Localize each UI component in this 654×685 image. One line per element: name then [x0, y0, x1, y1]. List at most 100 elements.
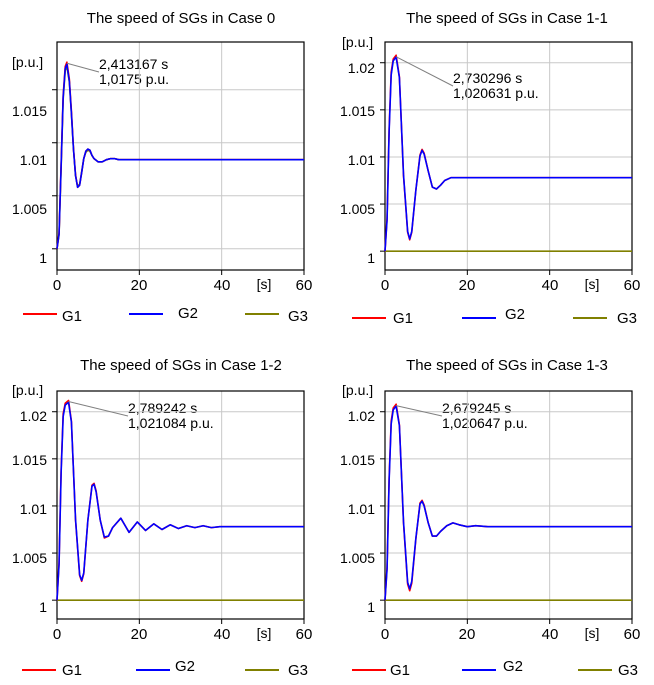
- y-tick-label: 1.005: [12, 201, 47, 217]
- x-tick-label: 40: [542, 277, 559, 294]
- y-tick-label: 1.01: [348, 152, 375, 168]
- series-line-g2: [384, 56, 632, 252]
- y-axis-unit-label: [p.u.]: [12, 382, 43, 398]
- y-tick-label: 1: [39, 599, 47, 615]
- y-tick-label: 1.005: [340, 201, 375, 217]
- y-tick-label: 1: [39, 250, 47, 266]
- y-axis-unit-label: [p.u.]: [342, 34, 373, 50]
- legend-label-g1: G1: [393, 310, 413, 327]
- legend-label-g3: G3: [288, 662, 308, 679]
- annotation-leader-line: [396, 56, 454, 87]
- series-line-g2: [384, 405, 632, 601]
- x-tick-label: 60: [296, 626, 313, 643]
- x-tick-labels: 0 20 40 60: [381, 277, 641, 294]
- y-axis-unit-label: [p.u.]: [342, 382, 373, 398]
- x-tick-label: 20: [131, 626, 148, 643]
- chart-title: The speed of SGs in Case 1-3: [406, 357, 608, 374]
- plot-area: [52, 41, 305, 275]
- plot-area: [380, 41, 633, 275]
- chart-title: The speed of SGs in Case 1-1: [406, 10, 608, 27]
- legend: G1 G2 G3: [352, 658, 638, 679]
- chart-panel-case-1-1: The speed of SGs in Case 1-1 [p.u.] [s] …: [340, 10, 640, 327]
- y-tick-label: 1.015: [340, 103, 375, 119]
- annotation-leader-line: [395, 405, 443, 417]
- x-tick-labels: 0 20 40 60: [381, 626, 641, 643]
- legend: G1 G2 G3: [352, 306, 637, 327]
- legend-label-g2: G2: [503, 658, 523, 675]
- plot-area: [380, 390, 633, 624]
- series-line-g2: [56, 63, 304, 249]
- y-tick-labels: 1 1.005 1.01 1.015 1.02: [340, 408, 375, 615]
- series-line-g2: [56, 401, 304, 601]
- x-axis-unit-label: [s]: [257, 276, 272, 292]
- legend-label-g2: G2: [175, 658, 195, 675]
- x-tick-labels: 0 20 40 60: [53, 626, 313, 643]
- annotation-value: 1,021084 p.u.: [128, 415, 214, 431]
- annotation-time: 2,730296 s: [453, 70, 522, 86]
- legend: G1 G2 G3: [22, 658, 308, 679]
- chart-panel-case-0: The speed of SGs in Case 0 [p.u.] [s] 2,…: [12, 10, 312, 325]
- legend-label-g3: G3: [617, 310, 637, 327]
- y-axis-unit-label: [p.u.]: [12, 54, 43, 70]
- legend-label-g1: G1: [62, 662, 82, 679]
- legend-label-g3: G3: [288, 308, 308, 325]
- plot-areas: [52, 41, 633, 624]
- legend-label-g2: G2: [505, 306, 525, 323]
- y-tick-label: 1.02: [20, 408, 47, 424]
- x-tick-label: 0: [381, 626, 389, 643]
- legend: G1 G2 G3: [23, 305, 308, 325]
- plot-frame: [56, 41, 305, 271]
- plot-frame: [384, 41, 633, 271]
- x-tick-label: 0: [53, 277, 61, 294]
- y-tick-label: 1.01: [348, 501, 375, 517]
- annotation-value: 1,020647 p.u.: [442, 415, 528, 431]
- x-tick-label: 20: [131, 277, 148, 294]
- y-tick-label: 1.01: [20, 501, 47, 517]
- y-tick-label: 1.005: [340, 550, 375, 566]
- annotation-time: 2,789242 s: [128, 400, 197, 416]
- y-tick-label: 1.02: [348, 408, 375, 424]
- y-tick-labels: 1 1.005 1.01 1.015: [12, 103, 47, 266]
- x-tick-label: 40: [214, 626, 231, 643]
- x-tick-label: 0: [53, 626, 61, 643]
- y-tick-label: 1.015: [340, 452, 375, 468]
- x-tick-label: 60: [296, 277, 313, 294]
- y-tick-label: 1.02: [348, 60, 375, 76]
- chart-title: The speed of SGs in Case 0: [87, 10, 275, 27]
- y-tick-label: 1: [367, 599, 375, 615]
- x-axis-unit-label: [s]: [585, 276, 600, 292]
- x-tick-labels: 0 20 40 60: [53, 277, 313, 294]
- legend-label-g1: G1: [390, 662, 410, 679]
- x-tick-label: 20: [459, 626, 476, 643]
- chart-panel-case-1-2: The speed of SGs in Case 1-2 [p.u.] [s] …: [12, 357, 312, 679]
- y-tick-label: 1.01: [20, 152, 47, 168]
- x-axis-unit-label: [s]: [585, 625, 600, 641]
- annotation-time: 2,413167 s: [99, 56, 168, 72]
- y-tick-label: 1.015: [12, 452, 47, 468]
- plot-frame: [56, 390, 305, 620]
- y-tick-label: 1: [367, 250, 375, 266]
- x-tick-label: 0: [381, 277, 389, 294]
- legend-label-g1: G1: [62, 308, 82, 325]
- x-tick-label: 40: [542, 626, 559, 643]
- annotation-leader-line: [68, 401, 129, 417]
- annotation-leader-line: [66, 62, 100, 73]
- plot-area: [52, 390, 305, 624]
- legend-label-g2: G2: [178, 305, 198, 322]
- annotation-time: 2,679245 s: [442, 400, 511, 416]
- x-tick-label: 40: [214, 277, 231, 294]
- x-tick-label: 60: [624, 277, 641, 294]
- annotation-value: 1,0175 p.u.: [99, 71, 169, 87]
- x-tick-label: 60: [624, 626, 641, 643]
- legend-label-g3: G3: [618, 662, 638, 679]
- annotation-value: 1,020631 p.u.: [453, 85, 539, 101]
- x-tick-label: 20: [459, 277, 476, 294]
- x-axis-unit-label: [s]: [257, 625, 272, 641]
- y-tick-label: 1.015: [12, 103, 47, 119]
- y-tick-labels: 1 1.005 1.01 1.015 1.02: [12, 408, 47, 615]
- y-tick-labels: 1 1.005 1.01 1.015 1.02: [340, 60, 375, 266]
- plot-frame: [384, 390, 633, 620]
- y-tick-label: 1.005: [12, 550, 47, 566]
- chart-title: The speed of SGs in Case 1-2: [80, 357, 282, 374]
